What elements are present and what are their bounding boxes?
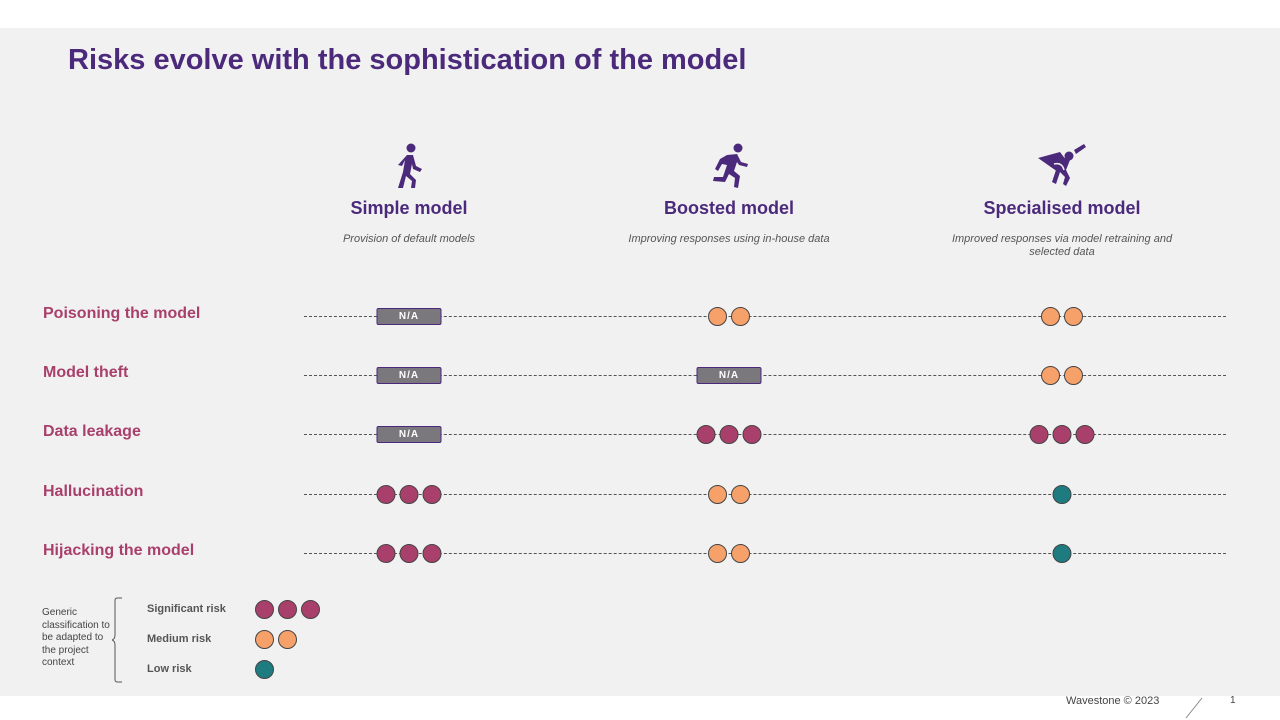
risk-cell — [708, 483, 750, 505]
significant-risk-dot — [255, 599, 274, 619]
risk-cell — [1041, 364, 1083, 386]
low-risk-dot — [1052, 484, 1072, 504]
legend-dots — [255, 629, 297, 649]
significant-risk-dot — [399, 543, 419, 563]
na-badge: N/A — [696, 366, 762, 384]
risk-row: Data leakage N/A — [0, 420, 1280, 450]
na-badge: N/A — [376, 307, 442, 325]
risk-cell — [376, 542, 442, 564]
risk-cell — [708, 542, 750, 564]
risk-row: Hijacking the model — [0, 539, 1280, 569]
column-description: Improved responses via model retraining … — [951, 233, 1173, 258]
dashed-line — [304, 553, 1226, 554]
legend-item: Significant risk — [147, 598, 320, 620]
column-header-boosted: Boosted model Improving responses using … — [569, 142, 889, 246]
significant-risk-dot — [376, 543, 396, 563]
risk-cell: N/A — [376, 423, 442, 445]
medium-risk-dot — [1041, 306, 1060, 326]
dashed-line — [304, 316, 1226, 317]
risk-cell — [1052, 542, 1072, 564]
risk-cell: N/A — [696, 364, 762, 386]
dashed-line — [304, 494, 1226, 495]
column-title: Boosted model — [663, 198, 794, 218]
risk-cell — [1041, 305, 1083, 327]
risk-cell: N/A — [376, 305, 442, 327]
significant-risk-dot — [422, 484, 442, 504]
significant-risk-dot — [719, 424, 739, 444]
column-header-specialised: Specialised model Improved responses via… — [902, 142, 1222, 259]
significant-risk-dot — [1075, 424, 1095, 444]
column-description: Improving responses using in-house data — [628, 233, 830, 245]
significant-risk-dot — [1052, 424, 1072, 444]
na-badge: N/A — [376, 366, 442, 384]
na-badge: N/A — [376, 425, 442, 443]
column-description: Provision of default models — [342, 233, 476, 245]
legend-label: Significant risk — [147, 603, 226, 615]
significant-risk-dot — [422, 543, 442, 563]
low-risk-dot — [255, 659, 274, 679]
medium-risk-dot — [708, 543, 727, 563]
significant-risk-dot — [301, 599, 320, 619]
medium-risk-dot — [255, 629, 274, 649]
legend-label: Low risk — [147, 663, 192, 675]
significant-risk-dot — [1029, 424, 1049, 444]
risk-cell — [1052, 483, 1072, 505]
flying-superhero-icon — [902, 142, 1222, 190]
risk-label: Hijacking the model — [43, 542, 195, 559]
risk-row: Hallucination — [0, 480, 1280, 510]
legend-item: Medium risk — [147, 628, 297, 650]
risk-row: Poisoning the model N/A — [0, 302, 1280, 332]
significant-risk-dot — [278, 599, 297, 619]
medium-risk-dot — [731, 306, 750, 326]
medium-risk-dot — [708, 306, 727, 326]
column-title: Specialised model — [983, 198, 1141, 218]
significant-risk-dot — [742, 424, 762, 444]
running-person-icon — [569, 142, 889, 190]
significant-risk-dot — [399, 484, 419, 504]
legend-label: Medium risk — [147, 633, 212, 645]
column-title: Simple model — [350, 198, 468, 218]
legend-note: Generic classification to be adapted to … — [42, 607, 110, 668]
medium-risk-dot — [1064, 306, 1083, 326]
low-risk-dot — [1052, 543, 1072, 563]
medium-risk-dot — [1041, 365, 1060, 385]
slide-title: Risks evolve with the sophistication of … — [68, 44, 747, 76]
medium-risk-dot — [731, 484, 750, 504]
legend-dots — [255, 599, 320, 619]
medium-risk-dot — [708, 484, 727, 504]
risk-cell — [1029, 423, 1095, 445]
medium-risk-dot — [278, 629, 297, 649]
significant-risk-dot — [376, 484, 396, 504]
medium-risk-dot — [1064, 365, 1083, 385]
risk-label: Data leakage — [43, 423, 141, 440]
risk-label: Model theft — [43, 364, 129, 381]
footer-divider — [1185, 697, 1203, 719]
risk-row: Model theft N/A N/A — [0, 361, 1280, 391]
footer-copyright: Wavestone © 2023 — [1066, 695, 1160, 707]
legend-dots — [255, 659, 274, 679]
risk-cell — [376, 483, 442, 505]
risk-label: Hallucination — [43, 483, 144, 500]
significant-risk-dot — [696, 424, 716, 444]
slide-background — [0, 28, 1280, 696]
medium-risk-dot — [731, 543, 750, 563]
risk-cell: N/A — [376, 364, 442, 386]
dashed-line — [304, 375, 1226, 376]
risk-label: Poisoning the model — [43, 305, 201, 322]
legend-item: Low risk — [147, 658, 274, 680]
legend-brace — [112, 597, 122, 683]
page-number: 1 — [1230, 695, 1236, 706]
walking-person-icon — [249, 142, 569, 190]
risk-cell — [708, 305, 750, 327]
column-header-simple: Simple model Provision of default models — [249, 142, 569, 246]
risk-cell — [696, 423, 762, 445]
dashed-line — [304, 434, 1226, 435]
